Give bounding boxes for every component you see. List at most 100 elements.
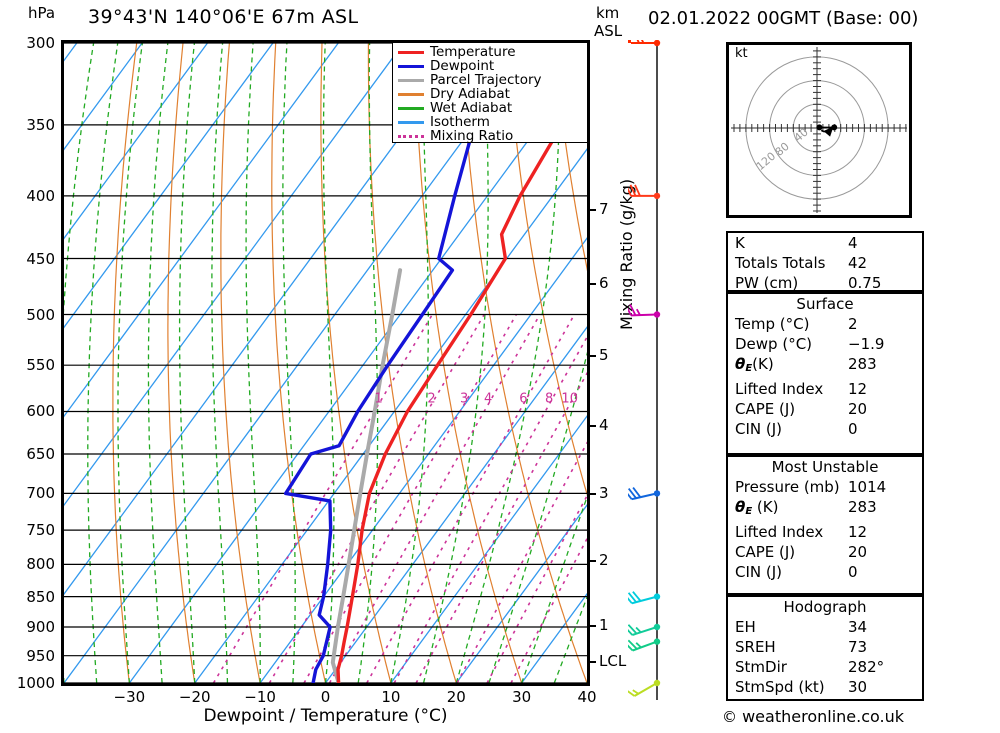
surface-row: CAPE (J) 20 [728,399,922,419]
legend-item-mixing-ratio: Mixing Ratio [396,129,584,143]
wind-barb-1000 [628,679,661,697]
legend-item-parcel-trajectory: Parcel Trajectory [396,73,584,87]
surface-title: Surface [796,295,854,313]
hodograph-stats-key: StmSpd (kt) [735,678,825,696]
surface-value: 0 [848,420,858,438]
most-unstable-row: CAPE (J) 20 [728,542,922,562]
temperature-trace [336,74,587,683]
hodograph-stats-key: StmDir [735,658,787,676]
surface-value: 20 [848,400,868,418]
wind-barb-500 [628,304,661,318]
surface-key: CIN (J) [735,420,783,438]
copyright-symbol: © [722,708,737,726]
temp-tick-40: 40 [577,688,597,706]
temp-tick-20: 20 [446,688,466,706]
altitude-tick-mark [587,354,596,357]
storm-motion-arrow-icon [824,127,834,137]
pressure-tick-550: 550 [26,356,55,375]
most-unstable-row: Lifted Index 12 [728,522,922,542]
legend-label: Isotherm [430,114,490,130]
altitude-tick-3: 3 [599,484,609,503]
hodograph: kt 40 80 120 [726,42,912,218]
legend: Temperature Dewpoint Parcel Trajectory Dry … [392,42,588,143]
surface-value: 2 [848,315,858,333]
hodograph-ring-label-80: 80 [773,140,792,159]
temp-tick-10: 10 [381,688,401,706]
most-unstable-row: θE (K) 283 [728,497,922,522]
svg-text:3: 3 [460,391,468,406]
lcl-label: LCL [599,652,627,671]
station-title: 39°43'N 140°06'E 67m ASL [88,6,359,28]
indices-row: Totals Totals 42 [728,253,922,273]
pressure-tick-500: 500 [26,305,55,324]
legend-swatch-icon [398,50,424,54]
pressure-tick-350: 350 [26,115,55,134]
hodograph-stats-title: Hodograph [783,598,867,616]
temp-tick--10: −10 [244,688,276,706]
svg-text:10: 10 [561,391,578,406]
altitude-tick-mark [587,208,596,211]
altitude-asl-label: ASL [594,22,623,40]
most-unstable-table: Most Unstable Pressure (mb) 1014 θE (K) 283 L… [726,455,924,595]
legend-label: Dewpoint [430,58,495,74]
isobar-lines [64,43,587,683]
surface-row: Lifted Index 12 [728,379,922,399]
pressure-tick-400: 400 [26,186,55,205]
svg-text:6: 6 [519,391,527,406]
copyright-text: weatheronline.co.uk [742,707,904,726]
legend-swatch-icon [398,120,424,124]
pressure-tick-1000: 1000 [16,674,55,692]
pressure-tick-450: 450 [26,249,55,268]
legend-label: Mixing Ratio [430,128,514,144]
isotherm-lines [64,43,587,683]
skewt-diagram: 12346810152025 [61,40,590,686]
legend-swatch-icon [398,106,424,110]
hodograph-stats-value: 73 [848,638,868,656]
dewpoint-trace [283,43,529,683]
copyright-notice: © weatheronline.co.uk [722,707,904,726]
hodograph-stats-value: 34 [848,618,868,636]
most-unstable-key: CAPE (J) [735,543,796,561]
most-unstable-value: 20 [848,543,868,561]
altitude-tick-4: 4 [599,415,609,434]
svg-text:2: 2 [427,391,435,406]
svg-text:8: 8 [545,391,553,406]
altitude-tick-5: 5 [599,345,609,364]
most-unstable-value: 12 [848,523,868,541]
pressure-tick-650: 650 [26,445,55,463]
pressure-unit-label: hPa [28,4,56,22]
parcel-trajectory-trace [330,268,403,683]
hodograph-stats-value: 30 [848,678,868,696]
hodograph-stats-table: Hodograph EH 34 SREH 73 StmDir 282° StmSpd (kt)… [726,595,924,701]
altitude-tick-1: 1 [599,616,609,635]
pressure-tick-700: 700 [26,484,55,503]
pressure-tick-800: 800 [26,555,55,574]
altitude-tick-mark [587,493,596,496]
altitude-tick-mark [587,560,596,563]
surface-row: CIN (J) 0 [728,419,922,439]
pressure-tick-750: 750 [26,521,55,540]
legend-label: Dry Adiabat [430,86,510,102]
hodograph-stats-row: StmDir 282° [728,657,922,677]
temp-tick-0: 0 [320,688,331,706]
svg-text:1: 1 [374,391,382,406]
pressure-tick-300: 300 [26,34,55,52]
surface-key: CAPE (J) [735,400,796,418]
surface-key: θE(K) [735,355,774,374]
hodograph-unit-label: kt [735,46,748,61]
indices-row: PW (cm) 0.75 [728,273,922,293]
surface-key: Dewp (°C) [735,335,813,353]
surface-key: Lifted Index [735,380,824,398]
temp-tick--20: −20 [178,688,211,706]
legend-item-temperature: Temperature [396,45,584,59]
mixing-ratio-lines [212,314,587,683]
indices-key: Totals Totals [735,254,826,272]
pressure-tick-850: 850 [26,587,55,606]
legend-item-dewpoint: Dewpoint [396,59,584,73]
altitude-tick-7: 7 [599,199,609,218]
legend-swatch-icon [398,78,424,82]
legend-swatch-icon [398,64,424,68]
surface-row: Temp (°C) 2 [728,314,922,334]
most-unstable-title: Most Unstable [771,458,879,476]
